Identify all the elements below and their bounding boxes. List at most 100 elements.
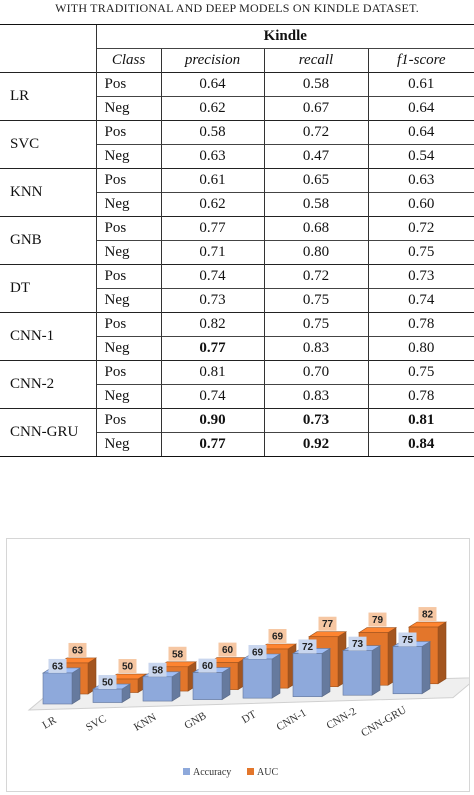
class-label: Neg: [95, 240, 161, 265]
bar-side: [321, 647, 331, 698]
recall-value: 0.47: [263, 144, 368, 169]
class-label: Pos: [95, 264, 161, 289]
table-row: Neg 0.77 0.92 0.84: [0, 432, 474, 457]
results-table-body: Kindle Class precision recall f1-score L…: [0, 24, 474, 457]
legend-swatch-auc: [247, 768, 254, 775]
precision-value: 0.62: [160, 96, 264, 121]
model-name: GNB: [0, 216, 96, 265]
recall-value: 0.92: [263, 432, 368, 457]
auc-data-label: 50: [122, 662, 134, 673]
table-row: GNB Pos 0.77 0.68 0.72: [0, 216, 474, 265]
class-label: Pos: [95, 360, 161, 385]
recall-value: 0.75: [263, 288, 368, 313]
recall-value: 0.73: [263, 408, 368, 433]
recall-value: 0.67: [263, 96, 368, 121]
table-row: SVC Pos 0.58 0.72 0.64: [0, 120, 474, 169]
header-row-dataset: Kindle: [0, 24, 474, 73]
f1-score-value: 0.64: [367, 96, 474, 121]
precision-value: 0.77: [160, 336, 264, 361]
legend-swatch-accuracy: [183, 768, 190, 775]
table-row: Neg 0.62 0.58 0.60: [0, 192, 474, 217]
accuracy-bar: [42, 672, 73, 705]
precision-value: 0.77: [160, 432, 264, 457]
class-label: Neg: [95, 192, 161, 217]
column-header-class: Class: [95, 48, 161, 73]
f1-score-value: 0.78: [367, 312, 474, 337]
precision-value: 0.58: [160, 120, 264, 145]
table-row: CNN-2 Pos 0.81 0.70 0.75: [0, 360, 474, 409]
bar-side: [221, 667, 231, 701]
accuracy-bar: [192, 672, 223, 700]
data-label-box: [48, 658, 67, 673]
legend-label-accuracy: Accuracy: [193, 767, 231, 778]
category-label: DT: [240, 708, 259, 726]
table-row: KNN Pos 0.61 0.65 0.63: [0, 168, 474, 217]
category-label: CNN-2: [324, 705, 358, 732]
precision-value: 0.90: [160, 408, 264, 433]
auc-data-label: 82: [422, 610, 434, 621]
table-row: LR Pos 0.64 0.58 0.61: [0, 72, 474, 121]
auc-data-label: 77: [322, 619, 334, 630]
category-label: CNN-GRU: [359, 704, 408, 739]
class-label: Pos: [95, 120, 161, 145]
data-label-box: [298, 639, 317, 654]
bar-side: [421, 640, 431, 695]
auc-data-label: 60: [222, 645, 234, 656]
accuracy-data-label: 58: [152, 665, 164, 676]
f1-score-value: 0.64: [367, 120, 474, 145]
header-row-columns: Class precision recall f1-score: [0, 48, 474, 73]
bar-side: [71, 667, 81, 705]
f1-score-value: 0.75: [367, 360, 474, 385]
data-label-box: [268, 628, 287, 643]
recall-value: 0.58: [263, 192, 368, 217]
class-label: Pos: [95, 168, 161, 193]
precision-value: 0.81: [160, 360, 264, 385]
precision-value: 0.71: [160, 240, 264, 265]
table-row: CNN-1 Pos 0.82 0.75 0.78: [0, 312, 474, 361]
data-label-box: [118, 659, 137, 674]
auc-data-label: 69: [272, 631, 284, 642]
table-row: Neg 0.63 0.47 0.54: [0, 144, 474, 169]
category-label: KNN: [132, 711, 159, 733]
model-name: CNN-1: [0, 312, 96, 361]
class-label: Neg: [95, 288, 161, 313]
accuracy-bar: [242, 658, 273, 699]
model-name: CNN-2: [0, 360, 96, 409]
category-label: GNB: [182, 710, 208, 732]
column-header-f1-score: f1-score: [367, 48, 474, 73]
column-header-precision: precision: [160, 48, 264, 73]
accuracy-data-label: 60: [202, 661, 214, 672]
category-label: CNN-1: [274, 707, 308, 734]
f1-score-value: 0.63: [367, 168, 474, 193]
data-label-box: [348, 636, 367, 651]
accuracy-bar: [142, 676, 173, 702]
accuracy-data-label: 73: [352, 639, 364, 650]
class-label: Pos: [95, 216, 161, 241]
category-label: SVC: [84, 713, 109, 734]
recall-value: 0.68: [263, 216, 368, 241]
data-label-box: [318, 616, 337, 631]
class-label: Neg: [95, 336, 161, 361]
data-label-box: [248, 644, 267, 659]
auc-data-label: 63: [72, 645, 84, 656]
data-label-box: [148, 662, 167, 677]
precision-value: 0.63: [160, 144, 264, 169]
accuracy-data-label: 63: [52, 661, 64, 672]
recall-value: 0.83: [263, 336, 368, 361]
table-row: Neg 0.62 0.67 0.64: [0, 96, 474, 121]
precision-value: 0.82: [160, 312, 264, 337]
table-caption: WITH TRADITIONAL AND DEEP MODELS ON KIND…: [55, 1, 419, 15]
precision-value: 0.61: [160, 168, 264, 193]
precision-value: 0.62: [160, 192, 264, 217]
f1-score-value: 0.80: [367, 336, 474, 361]
table-row: DT Pos 0.74 0.72 0.73: [0, 264, 474, 313]
class-label: Pos: [95, 312, 161, 337]
chart-svg: 63 63 LR 50 50 SVC 58 58 KNN 60 60 GNB 69 69 DT 77 72 CNN…: [27, 607, 469, 778]
precision-value: 0.64: [160, 72, 264, 97]
results-table: Kindle Class precision recall f1-score L…: [0, 24, 474, 457]
recall-value: 0.72: [263, 120, 368, 145]
class-label: Neg: [95, 384, 161, 409]
f1-score-value: 0.74: [367, 288, 474, 313]
recall-value: 0.72: [263, 264, 368, 289]
data-label-box: [398, 632, 417, 647]
